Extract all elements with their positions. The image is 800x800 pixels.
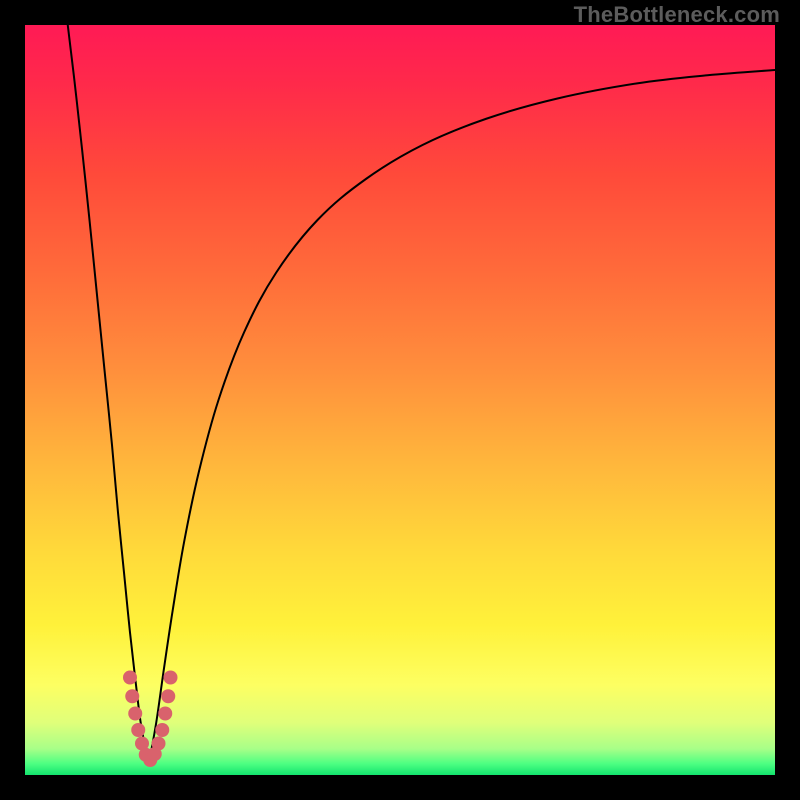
dip-marker (131, 723, 145, 737)
dip-marker (161, 689, 175, 703)
dip-marker (128, 707, 142, 721)
dip-marker (164, 671, 178, 685)
dip-marker (155, 723, 169, 737)
curve-right-branch (149, 70, 775, 764)
dip-marker-group (123, 671, 178, 768)
curve-layer (25, 25, 775, 775)
watermark-text: TheBottleneck.com (574, 2, 780, 28)
dip-marker (125, 689, 139, 703)
plot-area (25, 25, 775, 775)
dip-marker (152, 737, 166, 751)
dip-marker (158, 707, 172, 721)
curve-left-branch (68, 25, 149, 764)
dip-marker (123, 671, 137, 685)
chart-frame: TheBottleneck.com (0, 0, 800, 800)
